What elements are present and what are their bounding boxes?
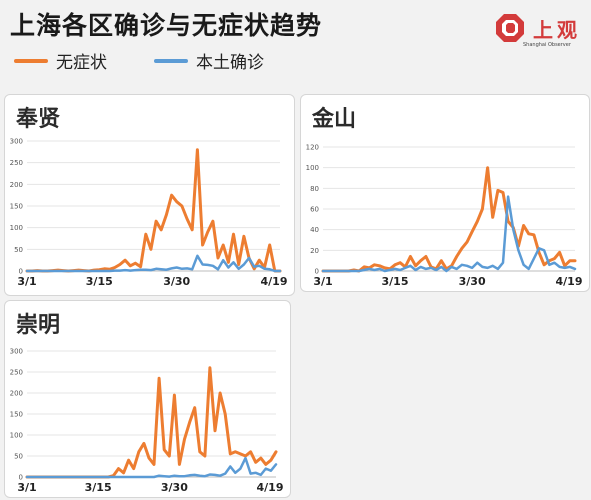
chongming-series-confirmed-line <box>25 456 278 479</box>
header: 上海各区确诊与无症状趋势 无症状 本土确诊 上观 Shanghai Observ… <box>0 0 591 84</box>
y-tick-label: 50 <box>14 246 23 254</box>
y-tick-label: 0 <box>19 474 23 482</box>
jinshan-series-asymptomatic-line <box>321 166 577 273</box>
chart-jinshan: 0 20 40 60 80 100 120 3/1 3/15 3/30 4/19 <box>306 144 583 289</box>
x-tick-label: 3/30 <box>459 275 486 288</box>
y-tick-label: 250 <box>10 369 23 377</box>
page-title: 上海各区确诊与无症状趋势 <box>10 11 323 40</box>
y-tick-label: 300 <box>10 138 23 146</box>
y-tick-label: 20 <box>310 247 319 255</box>
fengxian-series-confirmed-line <box>25 254 282 273</box>
y-tick-label: 0 <box>315 268 319 276</box>
x-tick-label: 3/15 <box>85 481 112 494</box>
x-tick-label: 3/15 <box>86 275 113 288</box>
y-tick-label: 40 <box>310 226 319 234</box>
y-tick-label: 100 <box>10 224 23 232</box>
jinshan-series-confirmed-line <box>321 195 577 273</box>
chart-panel-fengxian: 奉贤 0 50 100 150 200 250 300 3/1 3/15 3/30 4/19 <box>4 94 295 296</box>
y-tick-label: 50 <box>14 453 23 461</box>
y-tick-label: 120 <box>306 144 319 152</box>
x-tick-label: 3/15 <box>382 275 409 288</box>
y-tick-label: 200 <box>10 390 23 398</box>
y-tick-label: 250 <box>10 159 23 167</box>
chart-chongming: 0 50 100 150 200 250 300 3/1 3/15 3/30 4/19 <box>10 348 284 495</box>
legend-label-confirmed: 本土确诊 <box>196 53 264 73</box>
x-tick-label: 3/1 <box>313 275 332 288</box>
y-tick-label: 0 <box>19 268 23 276</box>
legend-label-asymptomatic: 无症状 <box>56 53 107 73</box>
x-tick-label: 3/1 <box>17 481 36 494</box>
y-tick-label: 60 <box>310 206 319 214</box>
legend-swatch-asymptomatic <box>14 59 48 63</box>
chart-title-chongming: 崇明 <box>16 313 61 338</box>
legend-swatch-confirmed <box>154 59 188 63</box>
shanghai-observer-logo: 上观 Shanghai Observer <box>495 12 587 52</box>
y-tick-label: 150 <box>10 411 23 419</box>
x-tick-label: 4/19 <box>261 275 288 288</box>
y-tick-label: 80 <box>310 185 319 193</box>
logo-subtitle: Shanghai Observer <box>523 42 571 48</box>
chart-panel-chongming: 崇明 0 50 100 150 200 250 300 3/1 3/15 3/30 4/19 <box>4 300 291 498</box>
logo-octagon-icon <box>496 14 524 42</box>
chart-title-fengxian: 奉贤 <box>16 107 61 132</box>
chart-panel-jinshan: 金山 0 20 40 60 80 100 120 3/1 3/15 3/30 4/19 <box>300 94 590 292</box>
logo-text: 上观 <box>533 18 581 42</box>
chart-title-jinshan: 金山 <box>312 107 357 132</box>
x-tick-label: 3/30 <box>161 481 188 494</box>
chongming-series-asymptomatic-line <box>25 366 278 479</box>
x-tick-label: 4/19 <box>556 275 583 288</box>
y-tick-label: 100 <box>306 164 319 172</box>
x-tick-label: 3/30 <box>163 275 190 288</box>
fengxian-series-asymptomatic-line <box>25 148 282 273</box>
y-tick-label: 100 <box>10 432 23 440</box>
y-tick-label: 150 <box>10 203 23 211</box>
y-tick-label: 200 <box>10 181 23 189</box>
x-tick-label: 3/1 <box>17 275 36 288</box>
y-tick-label: 300 <box>10 348 23 356</box>
chart-fengxian: 0 50 100 150 200 250 300 3/1 3/15 3/30 4/19 <box>10 138 288 289</box>
x-tick-label: 4/19 <box>257 481 284 494</box>
